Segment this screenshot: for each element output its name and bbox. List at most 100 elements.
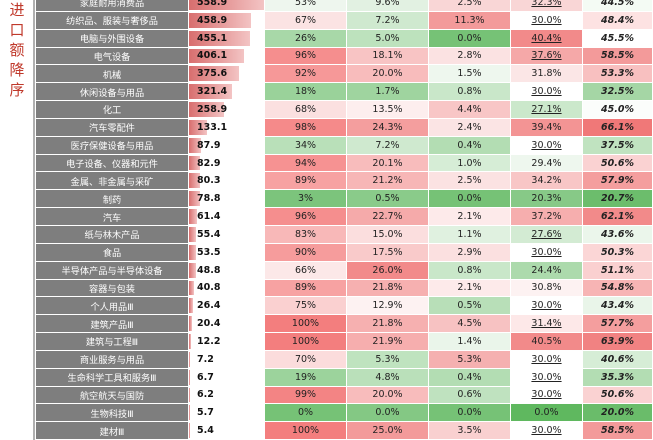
metric-cell-1: 96%: [265, 47, 347, 66]
metric-cell-1: 100%: [265, 333, 347, 351]
table-row: 商业服务与用品 7.2 70% 5.3% 5.3% 30.0% 40.6%: [36, 350, 653, 369]
metric-cell-1: 0%: [265, 404, 347, 423]
metric-value-2: 12.9%: [372, 300, 403, 312]
import-value: 458.9: [197, 14, 228, 26]
metric-value-2: 7.2%: [375, 139, 400, 151]
metric-value-4: 30.0%: [531, 86, 562, 98]
metric-cell-4: 31.8%: [511, 65, 583, 84]
industry-name: 纸与林木产品: [36, 225, 189, 244]
import-value: 87.9: [197, 139, 221, 151]
import-value: 133.1: [197, 121, 228, 133]
industry-name: 休闲设备与用品: [36, 83, 189, 102]
table-row: 建材Ⅲ 5.4 100% 25.0% 3.5% 30.0% 58.5%: [36, 422, 653, 440]
metric-cell-1: 96%: [265, 208, 347, 226]
metric-cell-3: 0.8%: [429, 83, 511, 102]
import-value-bar: [189, 48, 244, 64]
import-value-cell: 5.7: [189, 404, 265, 423]
table-row: 家庭耐用消费品 558.9 53% 9.6% 2.5% 32.3% 44.5%: [36, 0, 653, 12]
metric-value-1: 66%: [294, 264, 317, 276]
industry-name: 食品: [36, 243, 189, 262]
metric-value-2: 15.0%: [372, 228, 403, 240]
import-value-cell: 406.1: [189, 47, 265, 66]
metric-cell-3: 0.0%: [429, 404, 511, 423]
import-value: 7.2: [197, 353, 214, 365]
import-value-bar: [189, 30, 251, 46]
metric-cell-2: 15.0%: [347, 225, 429, 244]
metric-cell-1: 3%: [265, 190, 347, 209]
metric-cell-5: 50.6%: [583, 154, 653, 173]
table-row: 医疗保健设备与用品 87.9 34% 7.2% 0.4% 30.0% 37.5%: [36, 136, 653, 155]
table-row: 生命科学工具和服务Ⅲ 6.7 19% 4.8% 0.4% 30.0% 35.3%: [36, 368, 653, 387]
industry-name: 容器与包装: [36, 279, 189, 298]
metric-value-5: 43.6%: [601, 228, 634, 240]
metric-value-5: 50.3%: [601, 246, 634, 258]
metric-cell-2: 20.1%: [347, 154, 429, 173]
import-value-cell: 7.2: [189, 350, 265, 369]
metric-value-4: 40.5%: [531, 335, 562, 347]
metric-value-3: 1.1%: [457, 228, 482, 240]
metric-value-4: 30.0%: [531, 139, 562, 151]
import-value-bar: [189, 369, 190, 385]
metric-value-3: 4.5%: [457, 318, 482, 330]
metric-cell-1: 92%: [265, 65, 347, 84]
table-row: 汽车 61.4 96% 22.7% 2.1% 37.2% 62.1%: [36, 208, 653, 226]
metric-value-4: 30.0%: [531, 389, 562, 401]
metric-value-2: 9.6%: [375, 0, 400, 8]
import-value-cell: 558.9: [189, 0, 265, 12]
metric-cell-5: 45.5%: [583, 29, 653, 48]
metric-cell-3: 4.5%: [429, 315, 511, 334]
metric-value-4: 30.0%: [531, 353, 562, 365]
metric-value-2: 26.0%: [372, 264, 403, 276]
metric-cell-3: 2.5%: [429, 172, 511, 191]
import-value-cell: 455.1: [189, 29, 265, 48]
metric-value-1: 18%: [294, 86, 317, 98]
metric-value-5: 32.5%: [601, 86, 634, 98]
import-value-cell: 20.4: [189, 315, 265, 334]
metric-cell-3: 5.3%: [429, 350, 511, 369]
metric-cell-2: 21.8%: [347, 279, 429, 298]
metric-cell-2: 17.5%: [347, 243, 429, 262]
import-value-bar: [189, 262, 196, 278]
import-value-bar: [189, 298, 193, 314]
import-value: 20.4: [197, 318, 221, 330]
metric-value-3: 0.8%: [457, 264, 482, 276]
metric-cell-3: 2.5%: [429, 0, 511, 12]
metric-value-2: 21.8%: [372, 318, 403, 330]
metric-value-5: 66.1%: [601, 121, 634, 133]
metric-value-4: 30.0%: [531, 371, 562, 383]
import-value-cell: 458.9: [189, 11, 265, 30]
import-value-cell: 87.9: [189, 136, 265, 155]
import-value: 5.4: [197, 425, 214, 437]
metric-cell-5: 37.5%: [583, 136, 653, 155]
metric-cell-5: 40.6%: [583, 350, 653, 369]
metric-cell-2: 0.5%: [347, 190, 429, 209]
metric-cell-3: 0.0%: [429, 29, 511, 48]
import-value: 5.7: [197, 407, 214, 419]
metric-value-1: 68%: [294, 103, 317, 115]
metric-value-5: 57.9%: [601, 175, 634, 187]
metric-cell-5: 20.0%: [583, 404, 653, 423]
metric-value-2: 20.0%: [372, 68, 403, 80]
metric-value-1: 75%: [294, 300, 317, 312]
import-value-bar: [189, 244, 197, 260]
metric-cell-4: 30.0%: [511, 350, 583, 369]
metric-value-5: 45.5%: [601, 32, 634, 44]
metric-value-3: 1.4%: [457, 335, 482, 347]
metric-value-2: 24.3%: [372, 121, 403, 133]
import-value-bar: [189, 334, 191, 349]
metric-cell-1: 100%: [265, 315, 347, 334]
metric-value-4: 30.0%: [531, 14, 562, 26]
metric-cell-4: 30.0%: [511, 386, 583, 405]
industry-name: 商业服务与用品: [36, 350, 189, 369]
import-value: 55.4: [197, 228, 221, 240]
metric-cell-4: 37.2%: [511, 208, 583, 226]
import-value-bar: [189, 351, 190, 367]
metric-value-1: 99%: [294, 389, 317, 401]
metric-value-3: 0.0%: [457, 407, 482, 419]
table-row: 机械 375.6 92% 20.0% 1.5% 31.8% 53.3%: [36, 65, 653, 84]
industry-name: 建筑与工程Ⅲ: [36, 333, 189, 351]
metric-value-1: 89%: [294, 282, 317, 294]
metric-value-2: 0.5%: [375, 193, 400, 205]
industry-name: 汽车零配件: [36, 118, 189, 137]
metric-cell-1: 67%: [265, 11, 347, 30]
